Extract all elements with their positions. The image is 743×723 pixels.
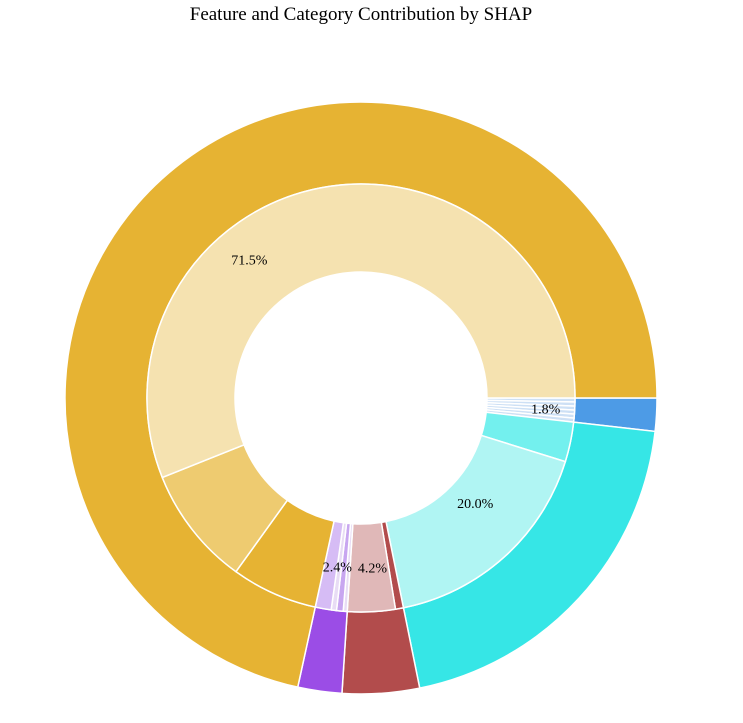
data-label-4: 2.4% [323, 560, 353, 575]
data-label-5: 71.5% [231, 253, 268, 268]
data-label-2: 20.0% [457, 497, 494, 512]
chart-title: Feature and Category Contribution by SHA… [190, 4, 533, 25]
inner-slice-17 [146, 183, 576, 479]
data-label-1: 1.8% [531, 402, 561, 417]
inner-ring [146, 183, 576, 613]
data-label-3: 4.2% [358, 562, 388, 577]
data-labels: 1.8% 20.0% 4.2% 2.4% 71.5% [231, 253, 560, 576]
outer-ring [64, 101, 658, 695]
